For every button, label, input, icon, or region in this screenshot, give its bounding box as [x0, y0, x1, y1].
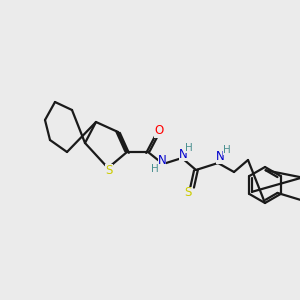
Text: H: H	[185, 143, 193, 153]
Text: O: O	[154, 124, 164, 137]
Text: N: N	[158, 154, 166, 166]
Text: H: H	[151, 164, 159, 174]
Text: N: N	[216, 151, 224, 164]
Text: S: S	[184, 187, 192, 200]
Text: N: N	[178, 148, 188, 160]
Text: S: S	[105, 164, 113, 176]
Text: H: H	[223, 145, 231, 155]
